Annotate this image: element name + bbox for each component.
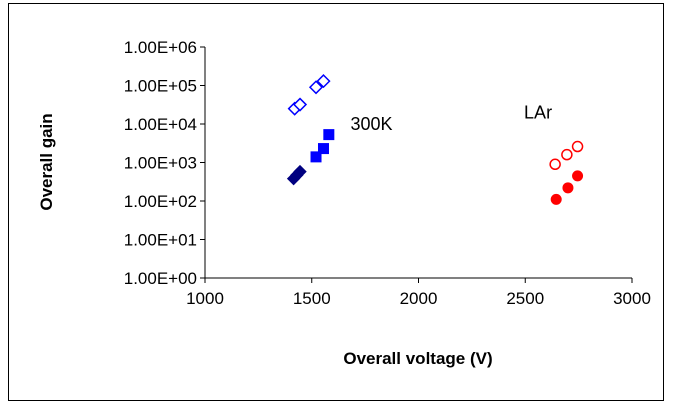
y-tick-labels: 1.00E+00 1.00E+01 1.00E+02 1.00E+03 1.00E+04… (124, 38, 197, 288)
data-point-series-4 (562, 182, 574, 194)
y-tick-label: 1.00E+05 (124, 77, 197, 96)
data-point-series-2 (310, 151, 322, 163)
annotation-label: LAr (524, 102, 552, 122)
data-point-series-1 (293, 164, 307, 179)
data-point-series-3 (561, 148, 573, 161)
data-points (286, 74, 584, 205)
axes (200, 46, 633, 283)
y-tick-label: 1.00E+02 (124, 192, 197, 211)
annotation-label: 300K (351, 114, 393, 134)
x-tick-label: 2500 (506, 289, 544, 308)
x-tick-label: 1500 (293, 289, 331, 308)
x-tick-label: 2000 (400, 289, 438, 308)
data-point-series-0 (292, 97, 308, 112)
y-axis-title: Overall gain (37, 113, 56, 210)
y-tick-label: 1.00E+01 (124, 231, 197, 250)
y-tick-label: 1.00E+06 (124, 38, 197, 57)
data-point-series-4 (550, 193, 562, 205)
x-axis-title: Overall voltage (V) (343, 349, 492, 368)
data-point-series-2 (317, 143, 329, 155)
annotations: 300K LAr (351, 102, 553, 134)
data-point-series-3 (571, 140, 584, 153)
y-tick-label: 1.00E+00 (124, 269, 197, 288)
data-point-series-0 (316, 74, 331, 89)
data-point-series-3 (549, 158, 561, 171)
x-tick-label: 3000 (613, 289, 651, 308)
data-point-series-2 (323, 129, 335, 141)
y-tick-label: 1.00E+03 (124, 154, 197, 173)
data-point-series-4 (572, 170, 584, 182)
x-tick-labels: 1000 1500 2000 2500 3000 (186, 289, 651, 308)
y-tick-label: 1.00E+04 (124, 115, 197, 134)
data-point-series-0 (308, 80, 324, 95)
x-tick-label: 1000 (186, 289, 224, 308)
